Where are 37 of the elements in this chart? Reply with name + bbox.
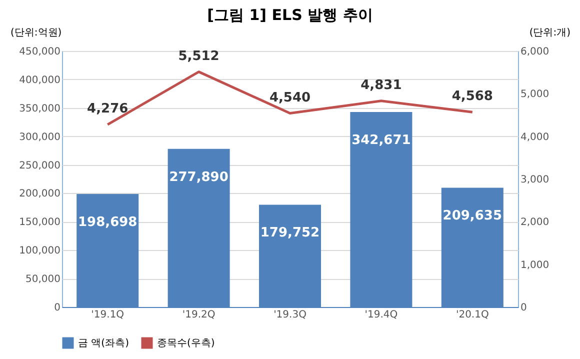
y-tick-label: 200,000 — [19, 188, 60, 200]
x-tick-label: '19.1Q — [91, 310, 124, 320]
y2-tick-label: 1,000 — [520, 260, 550, 271]
y-tick-label: 300,000 — [19, 132, 60, 143]
data-label: 4,568 — [452, 89, 493, 104]
y-tick-label: 450,000 — [19, 46, 60, 58]
data-label: 198,698 — [78, 214, 138, 230]
data-label: 277,890 — [169, 170, 228, 185]
y2-tick-label: 4,000 — [520, 132, 550, 143]
x-tick-label: '19.2Q — [182, 310, 216, 320]
legend-label: 금 액(좌측) — [78, 338, 130, 349]
y-axis-title: (단위:억원) — [10, 28, 62, 38]
y2-tick-label: 6,000 — [520, 46, 550, 58]
y2-tick-label: 2,000 — [520, 217, 550, 228]
y2-tick-label: 3,000 — [520, 174, 550, 186]
y2-tick-label: 5,000 — [520, 89, 550, 100]
y-tick-label: 150,000 — [19, 217, 60, 228]
x-tick-label: '20.1Q — [456, 310, 489, 320]
data-label: 4,276 — [87, 102, 128, 117]
y-tick-label: 400,000 — [19, 74, 60, 86]
data-label: 209,635 — [442, 208, 502, 224]
x-tick-label: '19.4Q — [364, 310, 398, 320]
chart-title: [그림 1] ELS 발행 추이 — [207, 6, 373, 24]
y-tick-label: 100,000 — [19, 246, 60, 257]
data-label: 179,752 — [260, 226, 320, 241]
data-label: 342,671 — [352, 133, 411, 148]
y-tick-label: 50,000 — [26, 274, 60, 286]
y2-axis-title: (단위:개) — [529, 28, 571, 38]
y2-tick-label: 0 — [520, 302, 527, 314]
x-tick-label: '19.3Q — [274, 310, 307, 320]
data-label: 5,512 — [178, 48, 220, 64]
y-tick-label: 0 — [54, 302, 60, 314]
y-tick-label: 350,000 — [19, 103, 60, 114]
legend-label: 종목수(우측) — [157, 338, 215, 349]
y-tick-label: 250,000 — [19, 160, 60, 172]
data-label: 4,540 — [269, 90, 311, 106]
data-label: 4,831 — [360, 78, 402, 93]
